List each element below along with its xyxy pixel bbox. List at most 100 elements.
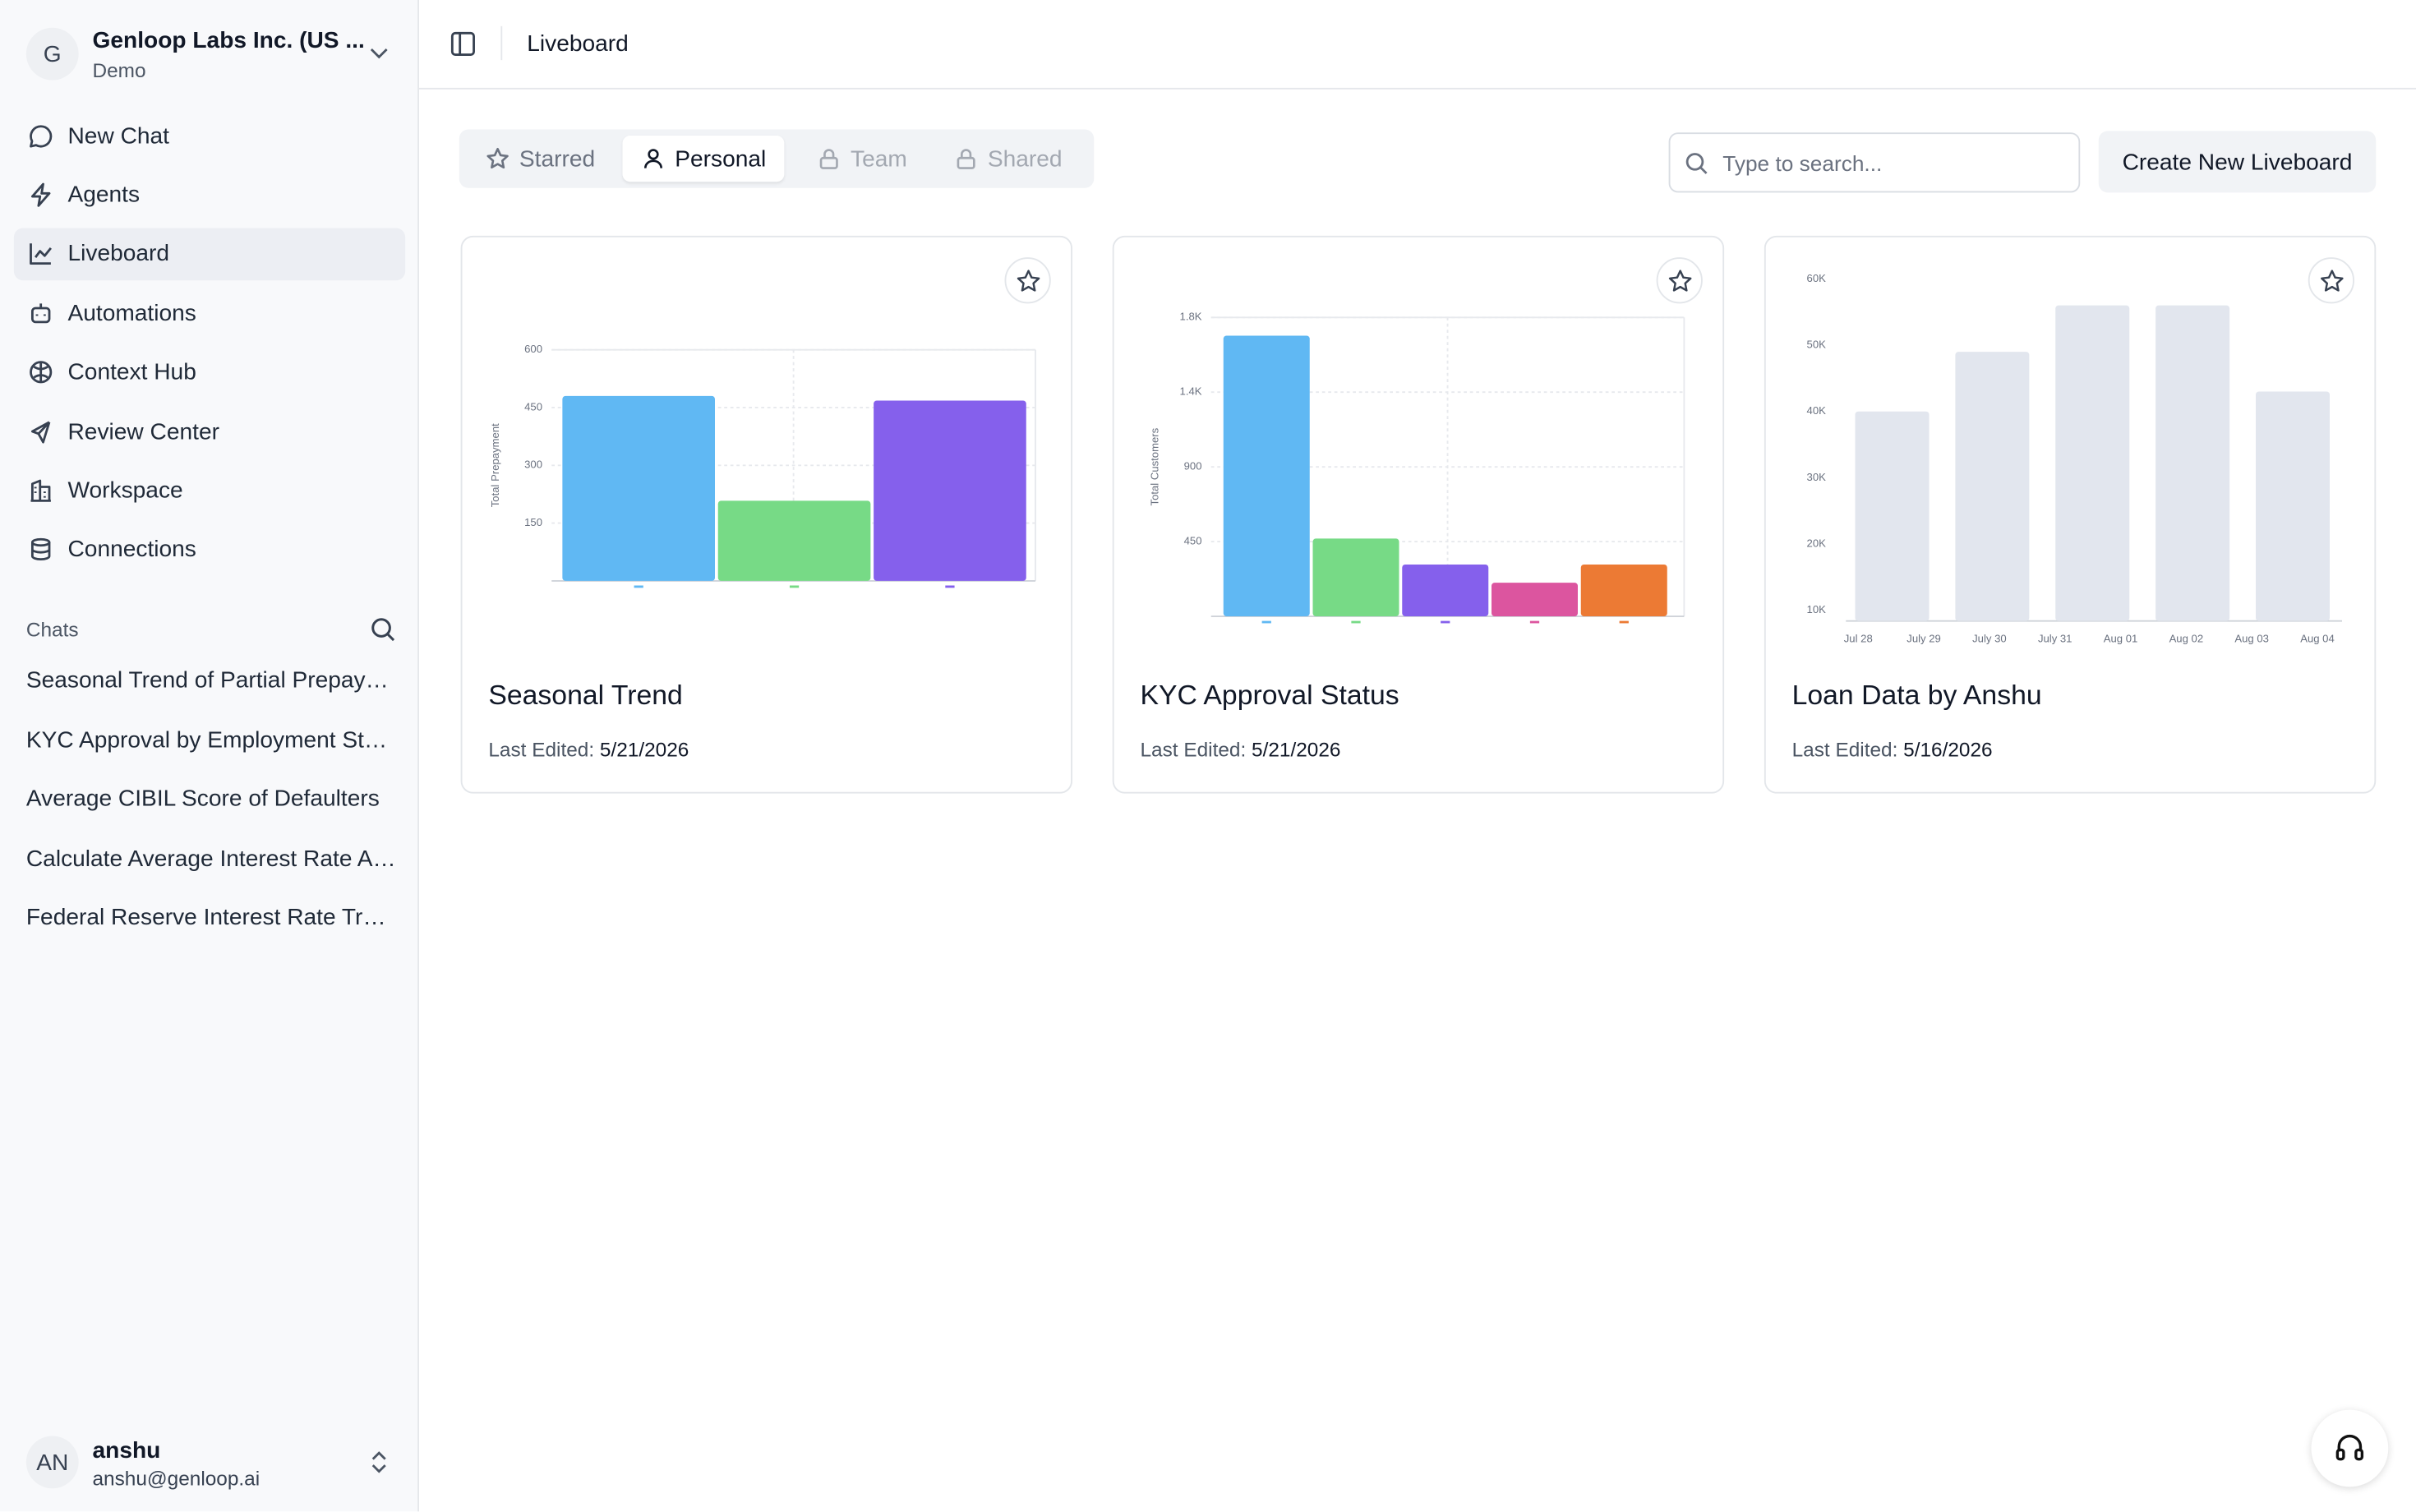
liveboard-card[interactable]: 10K 20K 30K 40K 50K 60K Jul 28 July 29 July 30 Ju… [1764, 235, 2377, 794]
tab-group: Starred Personal Team Shared [459, 129, 1095, 188]
search-box[interactable]: Type to search... [1668, 132, 2081, 193]
bar [1492, 583, 1578, 616]
bar [1312, 538, 1399, 616]
nav-item[interactable]: Workspace [14, 464, 405, 517]
bar [2155, 305, 2230, 621]
star-button[interactable] [1656, 257, 1703, 304]
nav-label: Workspace [67, 477, 183, 504]
last-edited-label: Last Edited: [1140, 738, 1247, 762]
tab[interactable]: Personal [622, 136, 785, 182]
help-button[interactable] [2311, 1409, 2389, 1487]
icon [819, 149, 838, 169]
chat-item[interactable]: Federal Reserve Interest Rate Trend [25, 904, 396, 931]
nav-label: Automations [67, 300, 196, 326]
y-tick-label: 10K [1807, 603, 1827, 615]
sidebar: G Genloop Labs Inc. (US ... Demo New Cha… [0, 0, 419, 1512]
last-edited-date: 5/21/2026 [599, 738, 689, 762]
y-tick-label: 900 [1184, 460, 1202, 472]
bar [1955, 352, 2030, 621]
icon [30, 182, 51, 207]
tab[interactable]: Starred [467, 136, 614, 182]
last-edited-label: Last Edited: [1791, 738, 1898, 762]
tab: Team [798, 136, 925, 182]
bar [717, 500, 871, 581]
header-border [419, 87, 2416, 90]
y-tick-label: 1.4K [1180, 385, 1202, 398]
chat-item[interactable]: Average CIBIL Score of Defaulters [25, 786, 380, 813]
chart-preview: 450 900 1.4K 1.8K Total Customers [1149, 311, 1685, 624]
liveboard-card[interactable]: 150 300 450 600 Total Prepayment Seasonal Tre… [460, 235, 1072, 794]
x-tick-label: Jul 28 [1844, 633, 1873, 645]
org-plan: Demo [92, 58, 146, 82]
legend-swatch [789, 585, 800, 588]
y-tick-label: 30K [1807, 471, 1827, 483]
sidebar-toggle[interactable] [450, 31, 477, 58]
user-avatar: AN [25, 1436, 79, 1489]
user-menu[interactable] [370, 1450, 389, 1474]
icon [30, 538, 51, 561]
chat-item[interactable]: Calculate Average Interest Rate Across L… [25, 845, 396, 872]
y-tick-label: 20K [1807, 537, 1827, 550]
x-tick-label: Aug 03 [2234, 633, 2269, 645]
x-tick-label: July 29 [1907, 633, 1941, 645]
legend-swatch [1261, 620, 1271, 624]
bar [1223, 335, 1310, 616]
icon [30, 420, 51, 443]
header-divider [500, 25, 503, 61]
y-tick-label: 300 [524, 459, 542, 471]
x-tick-label: July 30 [1972, 633, 2007, 645]
y-tick-label: 600 [524, 343, 542, 355]
chat-item[interactable]: KYC Approval by Employment Status [25, 726, 396, 753]
tab-label: Shared [987, 145, 1063, 173]
last-edited-date: 5/21/2026 [1252, 738, 1341, 762]
nav-item[interactable]: New Chat [14, 109, 405, 162]
star-button[interactable] [2308, 257, 2354, 304]
last-edited-date: 5/16/2026 [1903, 738, 1993, 762]
icon [643, 149, 663, 168]
tab-label: Personal [675, 145, 767, 173]
last-edited: Last Edited: 5/21/2026 [488, 738, 689, 761]
tab-label: Starred [519, 145, 596, 173]
icon [2320, 269, 2343, 291]
nav-item[interactable]: Agents [14, 168, 405, 221]
bar [2256, 391, 2330, 621]
bar [1855, 411, 1930, 621]
icon [486, 147, 509, 169]
tab-label: Team [851, 145, 907, 173]
nav-item[interactable]: Review Center [14, 405, 405, 458]
liveboard-card[interactable]: 450 900 1.4K 1.8K Total Customers KYC Approva… [1112, 235, 1725, 794]
card-title: Seasonal Trend [488, 679, 683, 711]
icon [30, 302, 51, 323]
org-chevron[interactable] [368, 44, 390, 63]
star-button[interactable] [1004, 257, 1051, 304]
last-edited: Last Edited: 5/21/2026 [1141, 738, 1341, 761]
icon [1667, 269, 1691, 291]
search-icon [1685, 153, 1708, 174]
icon [30, 124, 53, 147]
chat-item[interactable]: Seasonal Trend of Partial Prepayments [25, 666, 396, 694]
create-button[interactable]: Create New Liveboard [2098, 131, 2377, 193]
chat-search[interactable] [370, 616, 396, 643]
org-name[interactable]: Genloop Labs Inc. (US ... [92, 27, 365, 54]
nav-label: Liveboard [67, 241, 170, 267]
icon [30, 243, 52, 265]
nav-item[interactable]: Connections [14, 523, 405, 576]
card-title: Loan Data by Anshu [1791, 679, 2042, 711]
nav-item[interactable]: Liveboard [13, 228, 406, 280]
nav-item[interactable]: Context Hub [14, 346, 405, 399]
nav-label: Review Center [67, 418, 219, 445]
nav-label: New Chat [67, 122, 169, 149]
bar [562, 395, 715, 581]
bar [874, 400, 1026, 581]
tab: Shared [935, 136, 1081, 182]
y-tick-label: 150 [524, 516, 542, 528]
chats-heading: Chats [25, 617, 79, 641]
nav-item[interactable]: Automations [14, 287, 405, 339]
user-name[interactable]: anshu [92, 1437, 161, 1464]
legend-swatch [1441, 620, 1450, 624]
icon [1016, 269, 1040, 291]
icon [30, 361, 53, 384]
y-tick-label: 450 [1184, 535, 1202, 547]
bar [1402, 564, 1489, 616]
